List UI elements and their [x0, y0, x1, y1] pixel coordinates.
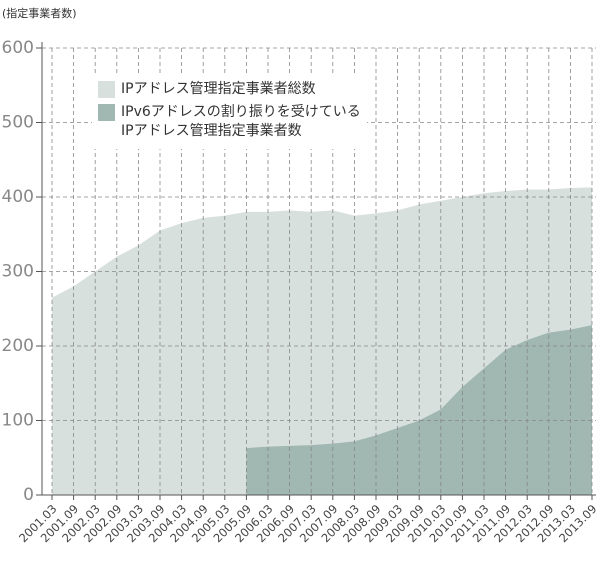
legend: IPアドレス管理指定事業者総数 IPv6アドレスの割り振りを受けている IPアドレ…	[92, 74, 367, 149]
legend-label: IPアドレス管理指定事業者総数	[121, 81, 316, 97]
y-tick-label: 200	[2, 336, 34, 356]
y-axis-label: (指定事業者数)	[2, 6, 77, 20]
legend-label: IPv6アドレスの割り振りを受けている IPアドレス管理指定事業者数	[121, 104, 361, 139]
legend-item: IPv6アドレスの割り振りを受けている IPアドレス管理指定事業者数	[98, 103, 361, 141]
y-tick-label: 400	[2, 187, 34, 207]
y-tick-label: 500	[2, 113, 34, 133]
y-tick-label: 0	[23, 485, 34, 505]
y-tick-label: 600	[2, 38, 34, 58]
y-tick-label: 100	[2, 411, 34, 431]
area	[246, 325, 592, 495]
legend-swatch	[98, 81, 115, 98]
y-tick-label: 300	[2, 262, 34, 282]
legend-swatch	[98, 104, 115, 121]
legend-item: IPアドレス管理指定事業者総数	[98, 80, 361, 99]
